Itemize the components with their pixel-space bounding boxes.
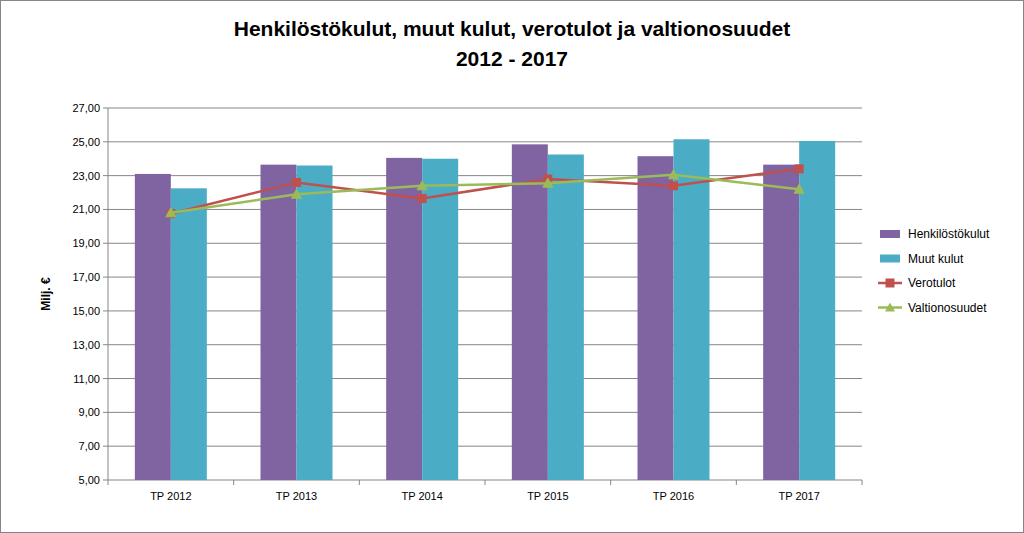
grid-line — [108, 243, 862, 244]
marker — [669, 170, 679, 179]
grid-line — [108, 141, 862, 142]
x-tick-label: TP 2015 — [527, 490, 568, 502]
x-tick — [610, 480, 611, 485]
legend-label: Valtionosuudet — [908, 301, 987, 315]
grid-line — [108, 344, 862, 345]
legend-swatch — [880, 230, 900, 238]
legend-marker — [885, 303, 895, 312]
tick-mark — [103, 243, 108, 244]
tick-label: 13,00 — [72, 339, 100, 351]
bar — [638, 156, 674, 480]
tick-label: 11,00 — [73, 373, 100, 385]
bar — [763, 165, 799, 480]
line — [171, 169, 799, 214]
x-tick-label: TP 2016 — [653, 490, 694, 502]
tick-label: 27,00 — [72, 102, 100, 114]
bar — [386, 158, 422, 480]
tick-label: 17,00 — [72, 271, 100, 283]
tick-mark — [103, 209, 108, 210]
tick-mark — [103, 175, 108, 176]
tick-label: 5,00 — [79, 474, 100, 486]
x-tick — [485, 480, 486, 485]
grid-line — [108, 108, 862, 109]
legend-marker — [886, 279, 895, 288]
tick-mark — [103, 344, 108, 345]
tick-mark — [103, 310, 108, 311]
tick-label: 19,00 — [72, 237, 100, 249]
legend-swatch — [880, 255, 900, 263]
tick-mark — [103, 108, 108, 109]
bar — [297, 165, 333, 480]
marker — [795, 164, 804, 173]
grid-line — [108, 277, 862, 278]
marker — [417, 181, 427, 190]
marker — [166, 208, 176, 217]
x-tick — [736, 480, 737, 485]
grid-line — [108, 378, 862, 379]
tick-mark — [103, 141, 108, 142]
tick-label: 7,00 — [79, 440, 100, 452]
tick-label: 23,00 — [72, 170, 100, 182]
chart-frame — [1, 1, 1024, 533]
tick-label: 15,00 — [72, 305, 100, 317]
tick-label: 9,00 — [79, 406, 100, 418]
x-tick-label: TP 2013 — [276, 490, 317, 502]
tick-mark — [103, 446, 108, 447]
y-axis — [108, 108, 109, 480]
line — [171, 175, 799, 213]
x-tick-label: TP 2017 — [778, 490, 819, 502]
bar — [135, 174, 171, 480]
bar — [261, 165, 297, 480]
grid-line — [108, 446, 862, 447]
tick-label: 25,00 — [72, 136, 100, 148]
bar — [674, 139, 710, 480]
marker — [292, 178, 301, 187]
bar — [548, 155, 584, 481]
tick-mark — [103, 277, 108, 278]
x-tick — [108, 480, 109, 485]
legend-label: Verotulot — [908, 276, 956, 290]
marker — [292, 189, 302, 198]
x-tick-label: TP 2012 — [150, 490, 191, 502]
chart: Henkilöstökulut, muut kulut, verotulot j… — [0, 0, 1024, 533]
bar — [171, 188, 207, 480]
legend-label: Muut kulut — [908, 252, 964, 266]
y-axis-label: Milj. € — [39, 277, 53, 311]
plot-area — [135, 139, 835, 480]
bar — [799, 141, 835, 480]
marker — [794, 184, 804, 193]
tick-mark — [103, 412, 108, 413]
x-tick — [359, 480, 360, 485]
legend: Henkilöstökulut Muut kulut Verotulot Valtio… — [878, 227, 990, 315]
x-tick — [233, 480, 234, 485]
grid-line — [108, 412, 862, 413]
x-tick-label: TP 2014 — [401, 490, 442, 502]
tick-label: 21,00 — [72, 203, 100, 215]
marker — [669, 181, 678, 190]
marker — [543, 178, 553, 187]
bar — [422, 159, 458, 480]
subtitle: 2012 - 2017 — [456, 47, 568, 70]
marker — [418, 194, 427, 203]
tick-mark — [103, 378, 108, 379]
bar — [512, 144, 548, 480]
title: Henkilöstökulut, muut kulut, verotulot j… — [234, 17, 791, 40]
legend-label: Henkilöstökulut — [908, 227, 990, 241]
tick-mark — [103, 480, 108, 481]
grid-line — [108, 310, 862, 311]
grid-line — [108, 209, 862, 210]
x-tick — [862, 480, 863, 485]
